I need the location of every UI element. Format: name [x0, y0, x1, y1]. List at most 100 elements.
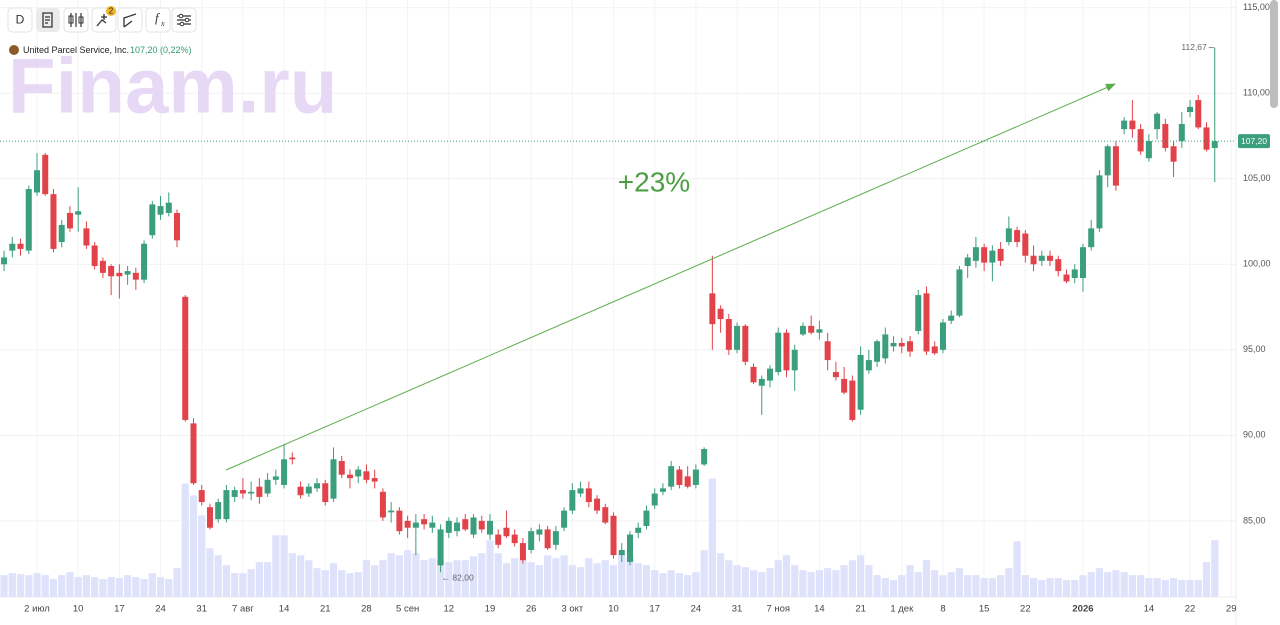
icon: [123, 13, 137, 28]
candle-body: [832, 372, 839, 378]
candle-body: [824, 341, 831, 361]
candle-body: [857, 354, 864, 410]
candle-body: [544, 529, 551, 549]
candle-body: [717, 308, 724, 320]
volume-bar: [189, 495, 198, 597]
trend-arrow: [225, 83, 1116, 471]
y-tick-label: 100,00: [1243, 259, 1271, 269]
candle-body: [750, 366, 757, 383]
candle-body: [1162, 124, 1169, 148]
candle-body: [972, 247, 979, 261]
drawing-button[interactable]: [117, 7, 143, 33]
candle-body: [91, 245, 98, 266]
volume-bar: [206, 548, 214, 597]
candle-body: [939, 322, 946, 350]
volume-bar: [156, 577, 165, 597]
volume-bar: [560, 555, 568, 597]
watermark: Finam.ru: [8, 42, 337, 130]
candle-body: [701, 449, 708, 465]
x-tick-label: 19: [485, 604, 496, 615]
volume-bar: [1087, 572, 1095, 597]
candle-body: [58, 224, 65, 243]
candle-body: [108, 265, 115, 277]
candle-body: [610, 515, 617, 556]
candle-body: [1112, 146, 1119, 186]
candle-body: [767, 368, 774, 381]
candle-body: [165, 202, 172, 213]
candle-body: [34, 170, 41, 193]
candle-body: [1129, 120, 1136, 130]
volume-bar: [807, 572, 815, 597]
candle-body: [330, 459, 337, 499]
interval-button[interactable]: [7, 7, 33, 33]
icon: [179, 21, 185, 27]
volume-bar: [0, 575, 8, 597]
x-tick-label: 21: [320, 604, 331, 615]
y-tick-label: 110,00: [1243, 88, 1270, 98]
candle-body: [659, 488, 666, 492]
candle-body: [9, 243, 16, 251]
x-tick-label: 14: [1144, 604, 1155, 615]
candle-body: [478, 520, 485, 530]
volume-bar: [848, 560, 856, 597]
volume-bar: [33, 573, 41, 597]
y-tick-label: 105,00: [1243, 173, 1271, 183]
volume-bar: [1029, 578, 1038, 597]
candle-body: [799, 325, 806, 335]
volume-bar: [1054, 578, 1062, 597]
candle-body: [99, 260, 106, 273]
candle-body: [305, 486, 312, 494]
candle-body: [1014, 230, 1021, 243]
candle-body: [396, 510, 403, 532]
volume-bar: [576, 567, 585, 597]
candle-body: [1022, 233, 1029, 256]
volume-bar: [132, 577, 140, 597]
x-tick-label: 5 сен: [396, 604, 419, 615]
candle-body: [1178, 124, 1185, 142]
volume-bar: [922, 560, 931, 597]
scrollbar[interactable]: [1270, 0, 1278, 108]
x-tick-label: 14: [279, 604, 290, 615]
candle-body: [322, 483, 329, 503]
volume-bar: [708, 478, 716, 597]
candle-body: [1055, 259, 1062, 272]
x-tick-label: 8: [940, 604, 945, 615]
volume-bar: [692, 572, 700, 597]
candle-body: [272, 476, 279, 480]
candle-body: [841, 378, 848, 393]
function-button[interactable]: [145, 7, 171, 33]
volume-bar: [313, 568, 321, 597]
x-tick-label: 15: [979, 604, 990, 615]
volume-bar: [1186, 580, 1194, 597]
last-price-label: 107,20: [1241, 136, 1267, 146]
candle-body: [1030, 255, 1037, 265]
volume-bar: [609, 565, 618, 597]
volume-bar: [1104, 572, 1112, 597]
volume-bar: [1112, 570, 1120, 597]
growth-annotation: +23%: [618, 166, 690, 197]
candle-body: [470, 517, 477, 535]
candle-body: [931, 346, 938, 354]
x-tick-label: 22: [1020, 604, 1031, 615]
volume-bar: [1079, 575, 1087, 597]
volume-bar: [1194, 580, 1202, 597]
candle-body: [692, 469, 699, 485]
candle-body: [297, 486, 304, 496]
volume-bar: [832, 570, 840, 597]
volume-bar: [494, 553, 502, 597]
candle-body: [1121, 120, 1128, 130]
volume-bar: [733, 565, 741, 597]
low-label: ← 82,00: [442, 572, 474, 582]
candle-body: [206, 507, 213, 528]
candle-body: [248, 491, 255, 494]
volume-bar: [1005, 568, 1013, 597]
candle-body: [668, 466, 675, 487]
icon: [68, 15, 74, 24]
volume-bar: [552, 558, 560, 597]
ticker-logo: [9, 45, 19, 55]
volume-bar: [445, 562, 453, 597]
volume-bar: [478, 553, 486, 597]
candle-body: [528, 531, 535, 550]
volume-bar: [519, 560, 527, 597]
candle-body: [404, 520, 411, 528]
